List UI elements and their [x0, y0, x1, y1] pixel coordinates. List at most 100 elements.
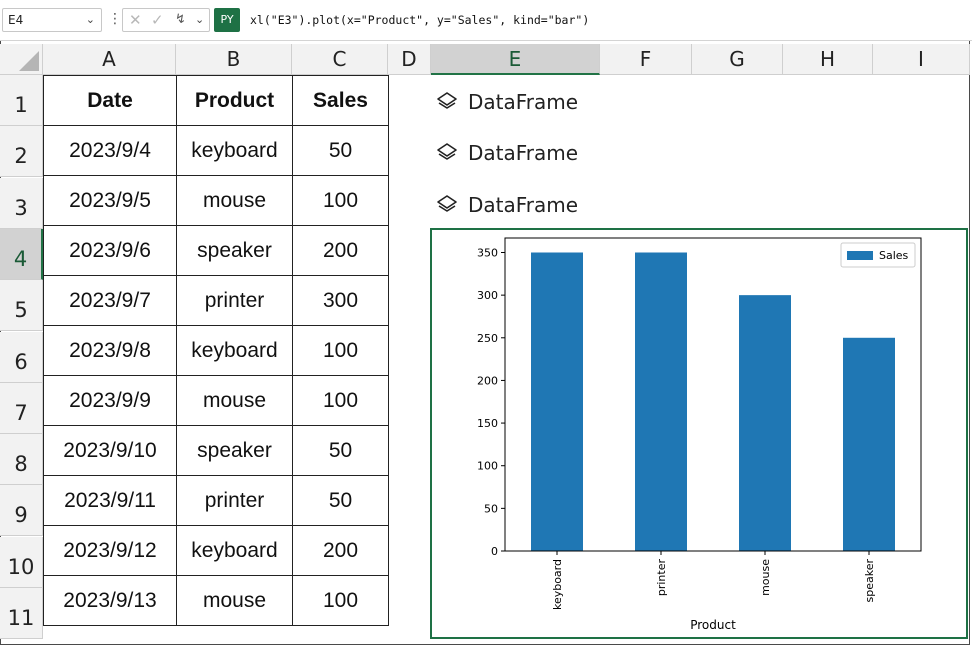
- header-cell[interactable]: Date: [43, 75, 177, 126]
- table-cell[interactable]: 100: [292, 175, 389, 226]
- row-header-3[interactable]: 3: [0, 177, 43, 229]
- column-header-c[interactable]: C: [292, 44, 388, 75]
- table-row: 2023/9/13 mouse 100: [43, 575, 389, 626]
- y-tick-label: 300: [477, 289, 498, 302]
- table-row: 2023/9/4 keyboard 50: [43, 125, 389, 176]
- table-cell[interactable]: 100: [292, 575, 389, 626]
- column-header-e[interactable]: E: [431, 44, 600, 75]
- table-cell[interactable]: 50: [292, 125, 389, 176]
- x-tick-label: mouse: [759, 559, 772, 596]
- table-cell[interactable]: 100: [292, 325, 389, 376]
- chart-container[interactable]: keyboard printer mouse speaker 0 50 100 150 200 2…: [430, 228, 968, 639]
- column-header-d[interactable]: D: [388, 44, 431, 75]
- header-cell[interactable]: Product: [176, 75, 293, 126]
- bar-keyboard: [531, 252, 583, 551]
- table-cell[interactable]: 2023/9/4: [43, 125, 177, 176]
- table-cell[interactable]: printer: [176, 275, 293, 326]
- table-cell[interactable]: 2023/9/6: [43, 225, 177, 276]
- row-header-7[interactable]: 7: [0, 382, 43, 434]
- row-header-6[interactable]: 6: [0, 331, 43, 383]
- row-header-8[interactable]: 8: [0, 434, 43, 486]
- formula-actions: ✕ ✓ ↯ ⌄: [122, 8, 210, 32]
- table-row: 2023/9/10 speaker 50: [43, 425, 389, 476]
- table-cell[interactable]: keyboard: [176, 125, 293, 176]
- table-cell[interactable]: 2023/9/13: [43, 575, 177, 626]
- row-header-10[interactable]: 10: [0, 536, 43, 588]
- select-all-corner[interactable]: [0, 44, 43, 75]
- formula-bar: E4 ⌄ ⋮ ✕ ✓ ↯ ⌄ PY xl("E3").plot(x="Produ…: [0, 0, 972, 41]
- table-cell[interactable]: 50: [292, 425, 389, 476]
- row-header-4[interactable]: 4: [0, 228, 43, 280]
- table-cell[interactable]: 2023/9/12: [43, 525, 177, 576]
- dataframe-label: DataFrame: [468, 141, 579, 166]
- cancel-icon[interactable]: ✕: [129, 11, 142, 29]
- layers-icon: [437, 92, 457, 109]
- table-cell[interactable]: printer: [176, 475, 293, 526]
- y-tick-label: 150: [477, 417, 498, 430]
- table-row: 2023/9/8 keyboard 100: [43, 325, 389, 376]
- column-header-h[interactable]: H: [783, 44, 873, 75]
- y-tick-label: 100: [477, 460, 498, 473]
- table-cell[interactable]: keyboard: [176, 325, 293, 376]
- table-cell[interactable]: mouse: [176, 175, 293, 226]
- table-cell[interactable]: 2023/9/5: [43, 175, 177, 226]
- more-options-icon[interactable]: ⋮: [108, 11, 122, 27]
- row-header-2[interactable]: 2: [0, 126, 43, 178]
- column-header-g[interactable]: G: [692, 44, 783, 75]
- dataframe-cell[interactable]: DataFrame: [436, 139, 578, 167]
- row-header-1[interactable]: 1: [0, 75, 43, 126]
- bar-printer: [635, 252, 687, 551]
- header-row: Date Product Sales: [43, 75, 389, 126]
- dataframe-cell[interactable]: DataFrame: [436, 88, 578, 116]
- table-row: 2023/9/12 keyboard 200: [43, 525, 389, 576]
- bar-speaker: [843, 337, 895, 551]
- row-header-11[interactable]: 11: [0, 588, 43, 639]
- table-cell[interactable]: 2023/9/10: [43, 425, 177, 476]
- row-header-5[interactable]: 5: [0, 280, 43, 332]
- table-cell[interactable]: keyboard: [176, 525, 293, 576]
- table-cell[interactable]: 2023/9/11: [43, 475, 177, 526]
- x-axis-label: Product: [690, 618, 736, 632]
- column-header-a[interactable]: A: [43, 44, 176, 75]
- table-cell[interactable]: mouse: [176, 375, 293, 426]
- table-cell[interactable]: 50: [292, 475, 389, 526]
- table-cell[interactable]: 2023/9/9: [43, 375, 177, 426]
- chevron-down-icon[interactable]: ⌄: [85, 13, 95, 26]
- column-header-i[interactable]: I: [873, 44, 970, 75]
- row-header-9[interactable]: 9: [0, 485, 43, 537]
- y-tick-label: 350: [477, 246, 498, 259]
- confirm-icon[interactable]: ✓: [151, 11, 164, 29]
- table-cell[interactable]: 300: [292, 275, 389, 326]
- name-box[interactable]: E4 ⌄: [2, 8, 102, 32]
- dataframe-label: DataFrame: [468, 90, 579, 114]
- y-tick-label: 250: [477, 332, 498, 345]
- table-cell[interactable]: 100: [292, 375, 389, 426]
- table-row: 2023/9/9 mouse 100: [43, 375, 389, 426]
- column-header-b[interactable]: B: [176, 44, 292, 75]
- table-cell[interactable]: 2023/9/8: [43, 325, 177, 376]
- y-tick-label: 0: [491, 545, 498, 558]
- table-cell[interactable]: 200: [292, 225, 389, 276]
- table-cell[interactable]: 200: [292, 525, 389, 576]
- table-cell[interactable]: mouse: [176, 575, 293, 626]
- python-badge[interactable]: PY: [214, 8, 240, 32]
- chevron-down-icon[interactable]: ⌄: [195, 13, 205, 26]
- table-cell[interactable]: speaker: [176, 225, 293, 276]
- formula-input[interactable]: xl("E3").plot(x="Product", y="Sales", ki…: [250, 13, 590, 27]
- insert-function-icon[interactable]: ↯: [175, 12, 186, 27]
- y-tick-label: 200: [477, 374, 498, 387]
- x-tick-label: speaker: [863, 559, 876, 603]
- column-header-f[interactable]: F: [600, 44, 692, 75]
- header-cell[interactable]: Sales: [292, 75, 389, 126]
- table-row: 2023/9/7 printer 300: [43, 275, 389, 326]
- legend-label: Sales: [879, 249, 909, 262]
- x-tick-label: printer: [655, 559, 668, 597]
- table-cell[interactable]: 2023/9/7: [43, 275, 177, 326]
- table-cell[interactable]: speaker: [176, 425, 293, 476]
- legend-swatch: [847, 251, 873, 260]
- dataframe-cell[interactable]: DataFrame: [436, 191, 578, 219]
- legend-box: [840, 242, 916, 268]
- bar-chart: keyboard printer mouse speaker 0 50 100 150 200 2…: [477, 237, 922, 632]
- data-table: Date Product Sales 2023/9/4 keyboard 50 2023/9…: [43, 75, 389, 626]
- table-row: 2023/9/5 mouse 100: [43, 175, 389, 226]
